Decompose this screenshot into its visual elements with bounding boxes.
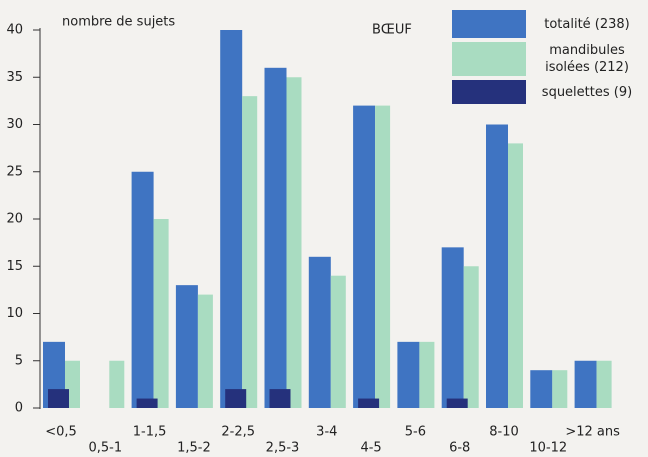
x-tick-label: 1,5-2: [177, 441, 211, 456]
x-tick-label: 0,5-1: [88, 441, 122, 456]
bar: [175, 285, 198, 408]
bar: [220, 30, 243, 408]
x-tick-label: 1-1,5: [133, 425, 167, 440]
legend-swatch: [452, 10, 526, 38]
bar: [225, 389, 247, 408]
x-tick-label: 5-6: [405, 425, 426, 440]
legend-label: squelettes (9): [541, 84, 633, 100]
y-tick-label: 10: [6, 306, 23, 321]
y-tick-label: 15: [6, 259, 23, 274]
bar: [446, 398, 468, 408]
bar: [153, 219, 169, 408]
y-tick-label: 5: [15, 353, 23, 368]
legend-swatch: [452, 42, 526, 76]
x-tick-label: 6-8: [449, 441, 470, 456]
bar: [353, 105, 376, 408]
bar: [596, 360, 612, 408]
bar: [358, 398, 380, 408]
bar: [136, 398, 158, 408]
x-tick-label: 4-5: [360, 441, 381, 456]
x-tick-label: 3-4: [316, 425, 337, 440]
bar: [530, 370, 553, 408]
bar: [286, 77, 302, 408]
legend-item: mandibules isolées (212): [452, 42, 642, 76]
y-tick-label: 40: [6, 23, 23, 38]
x-tick-label: >12 ans: [565, 425, 620, 440]
bar: [552, 370, 568, 408]
bar: [269, 389, 291, 408]
bar: [397, 341, 420, 408]
bar: [264, 67, 287, 409]
bar: [242, 96, 258, 409]
y-tick-label: 0: [15, 401, 23, 416]
bar: [508, 143, 523, 408]
bar: [308, 256, 331, 408]
bar: [375, 105, 391, 408]
legend-swatch: [452, 80, 526, 104]
legend-label: mandibules isolées (212): [545, 43, 629, 75]
y-axis-label: nombre de sujets: [62, 15, 175, 30]
bar: [109, 360, 125, 408]
x-tick-label: 8-10: [489, 425, 519, 440]
y-tick-label: 20: [6, 212, 23, 227]
bar: [330, 275, 346, 408]
legend-item: squelettes (9): [452, 80, 642, 104]
x-tick-label: 10-12: [529, 441, 567, 456]
bar: [441, 247, 464, 408]
legend-label: totalité (238): [544, 16, 630, 32]
x-tick-label: <0,5: [45, 425, 77, 440]
y-tick-label: 25: [6, 164, 23, 179]
bar: [131, 171, 154, 408]
bar: [463, 266, 479, 408]
x-tick-label: 2-2,5: [221, 425, 255, 440]
bar: [574, 360, 597, 408]
bar: [419, 341, 435, 408]
y-tick-label: 35: [6, 70, 23, 85]
bar: [48, 389, 69, 408]
bar: [486, 124, 508, 408]
legend-item: totalité (238): [452, 10, 642, 38]
x-tick-label: 2,5-3: [266, 441, 300, 456]
bar: [197, 294, 213, 408]
y-tick-label: 30: [6, 117, 23, 132]
annotation: BŒUF: [372, 23, 412, 38]
